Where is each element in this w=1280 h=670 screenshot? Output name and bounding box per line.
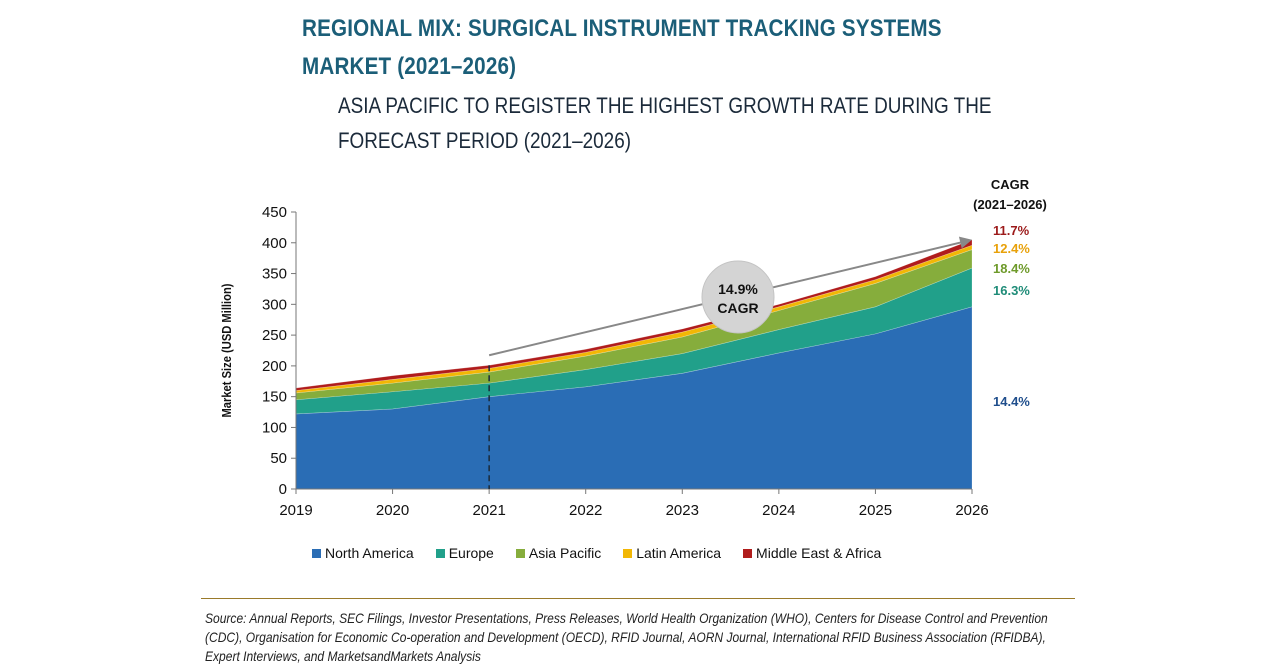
x-tick-label: 2021 xyxy=(472,502,505,519)
chart-title: REGIONAL MIX: SURGICAL INSTRUMENT TRACKI… xyxy=(302,15,942,80)
cagr-bubble xyxy=(701,260,775,334)
legend-item: Europe xyxy=(435,545,494,561)
cagr-value-middle-east-africa: 11.7% xyxy=(993,223,1030,238)
y-axis-title: Market Size (USD Million) xyxy=(219,283,234,417)
cagr-header-line2: (2021–2026) xyxy=(973,197,1047,212)
x-tick-label: 2024 xyxy=(762,502,795,519)
y-tick-label: 450 xyxy=(262,204,287,221)
x-tick-label: 2019 xyxy=(279,502,312,519)
source-note: Source: Annual Reports, SEC Filings, Inv… xyxy=(205,610,1048,664)
cagr-value-europe: 16.3% xyxy=(993,283,1030,298)
cagr-bubble-value: 14.9% xyxy=(718,281,758,297)
area-middle-east-africa xyxy=(295,239,973,391)
y-tick-label: 250 xyxy=(262,327,287,344)
legend-label: Asia Pacific xyxy=(528,545,602,561)
cagr-header: CAGR (2021–2026) xyxy=(960,175,1060,215)
x-tick-label: 2026 xyxy=(955,502,988,519)
legend-swatch-icon xyxy=(623,548,633,558)
legend-label: Europe xyxy=(448,545,494,561)
y-tick-label: 150 xyxy=(262,389,287,406)
legend-swatch-icon xyxy=(435,548,445,558)
x-tick-label: 2023 xyxy=(666,502,699,519)
cagr-bubble-label: CAGR xyxy=(717,300,758,316)
legend-label: Middle East & Africa xyxy=(756,545,882,561)
axes: 0 50 100 150 200 250 300 350 400 450 2019 2020 2021 2… xyxy=(219,204,988,519)
legend-item: Asia Pacific xyxy=(515,545,602,561)
x-tick-label: 2025 xyxy=(859,502,892,519)
y-tick-label: 350 xyxy=(262,266,287,283)
legend-swatch-icon xyxy=(515,548,525,558)
annotations: 14.9% CAGR xyxy=(488,236,972,489)
cagr-value-asia-pacific: 18.4% xyxy=(993,261,1030,276)
cagr-arrow-head-icon xyxy=(958,236,972,249)
y-tick-label: 300 xyxy=(262,296,287,313)
legend-label: North America xyxy=(325,545,414,561)
chart-subtitle: ASIA PACIFIC TO REGISTER THE HIGHEST GRO… xyxy=(338,93,992,153)
y-tick-label: 400 xyxy=(262,235,287,252)
legend-item: Middle East & Africa xyxy=(743,545,881,561)
x-tick-label: 2022 xyxy=(569,502,602,519)
area-layers xyxy=(295,239,973,490)
source-divider xyxy=(201,598,1075,599)
legend-swatch-icon xyxy=(312,548,321,558)
cagr-value-north-america: 14.4% xyxy=(993,394,1030,409)
y-tick-label: 0 xyxy=(279,481,287,498)
cagr-header-line1: CAGR xyxy=(990,177,1030,192)
y-tick-label: 100 xyxy=(262,419,287,436)
legend-swatch-icon xyxy=(743,548,753,558)
area-latin-america xyxy=(295,244,973,394)
legend: North America Europe Asia Pacific Latin Ame… xyxy=(312,545,903,561)
legend-item: Latin America xyxy=(623,545,721,561)
y-tick-label: 50 xyxy=(270,450,287,467)
x-tick-label: 2020 xyxy=(376,502,409,519)
legend-item: North America xyxy=(312,545,414,561)
cagr-value-latin-america: 12.4% xyxy=(993,241,1030,256)
legend-label: Latin America xyxy=(636,545,722,561)
y-tick-label: 200 xyxy=(262,358,287,375)
